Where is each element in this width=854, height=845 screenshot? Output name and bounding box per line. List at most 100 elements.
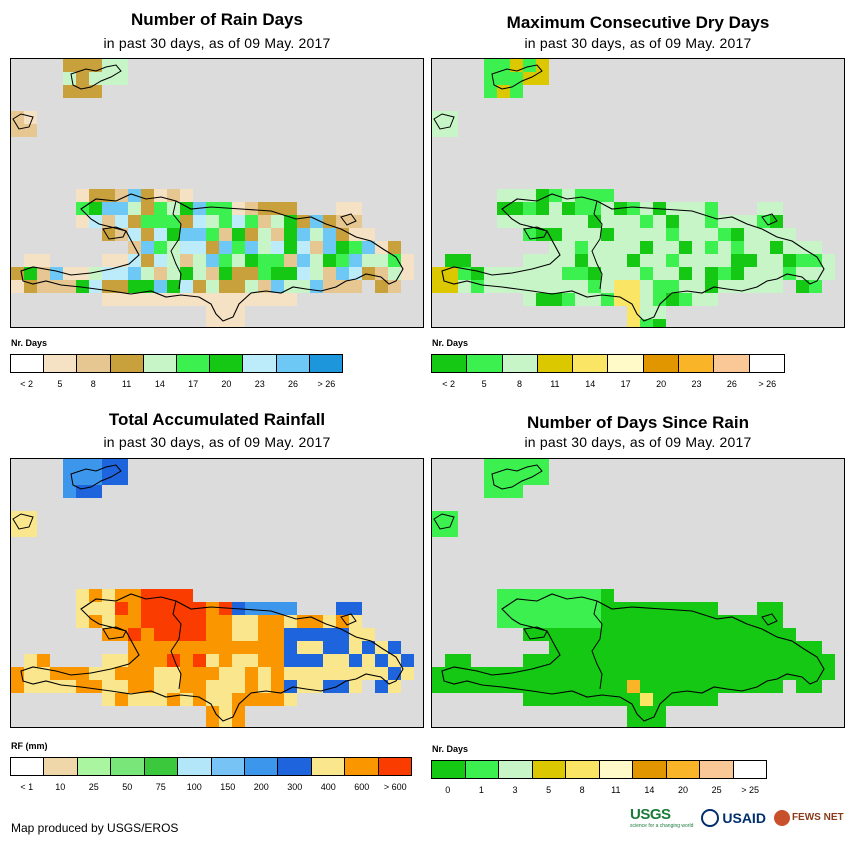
map-grid-cell <box>219 706 232 719</box>
map-grid-cell <box>575 280 588 293</box>
map-grid-cell <box>154 654 167 667</box>
map-grid-cell <box>154 589 167 602</box>
map-grid-cell <box>744 667 757 680</box>
map-grid-cell <box>744 615 757 628</box>
map-grid-cell <box>167 254 180 267</box>
map-grid-cell <box>167 654 180 667</box>
map-grid-cell <box>206 615 219 628</box>
map-grid-cell <box>679 293 692 306</box>
map-grid-cell <box>50 267 63 280</box>
map-grid-cell <box>627 267 640 280</box>
map-grid-cell <box>89 59 102 72</box>
map-grid-cell <box>401 667 414 680</box>
map-grid-cell <box>809 241 822 254</box>
map-grid-cell <box>432 511 445 524</box>
map-grid-cell <box>219 280 232 293</box>
map-grid-cell <box>180 589 193 602</box>
map-grid-cell <box>562 602 575 615</box>
map-grid-cell <box>141 654 154 667</box>
map-grid-cell <box>102 459 115 472</box>
map-grid-cell <box>102 59 115 72</box>
map-grid-cell <box>258 654 271 667</box>
map-grid-cell <box>76 72 89 85</box>
map-grid-cell <box>232 667 245 680</box>
map-grid-cell <box>640 267 653 280</box>
small-island-coastline <box>102 626 127 640</box>
map-grid-cell <box>180 254 193 267</box>
map-grid-cell <box>128 267 141 280</box>
map-grid-cell <box>206 241 219 254</box>
map-grid-cell <box>757 202 770 215</box>
map-grid-cell <box>206 693 219 706</box>
map-grid-cell <box>588 602 601 615</box>
map-grid-cell <box>24 667 37 680</box>
map-grid-cell <box>128 280 141 293</box>
map-grid-cell <box>219 667 232 680</box>
map-grid-cell <box>562 641 575 654</box>
map-grid-cell <box>258 693 271 706</box>
map-grid-cell <box>536 72 549 85</box>
map-grid-cell <box>115 693 128 706</box>
map-grid-cell <box>180 215 193 228</box>
map-grid-cell <box>388 667 401 680</box>
map-grid-cell <box>731 641 744 654</box>
map-grid-cell <box>336 215 349 228</box>
map-grid-cell <box>141 680 154 693</box>
map-grid-cell <box>258 215 271 228</box>
map-grid-cell <box>258 615 271 628</box>
map-grid-cell <box>445 511 458 524</box>
legend-swatch <box>749 355 784 372</box>
map-grid-cell <box>796 654 809 667</box>
map-grid-cell <box>692 267 705 280</box>
map-grid-cell <box>323 280 336 293</box>
map-grid-cell <box>666 680 679 693</box>
map-grid-cell <box>297 254 310 267</box>
map-grid-cell <box>575 589 588 602</box>
legend-swatch <box>537 355 574 372</box>
map-grid-cell <box>115 72 128 85</box>
map-grid-cell <box>783 654 796 667</box>
map-grid-cell <box>128 693 141 706</box>
map-grid-cell <box>445 111 458 124</box>
map-grid-cell <box>141 254 154 267</box>
map-grid-cell <box>141 189 154 202</box>
map-grid-cell <box>588 215 601 228</box>
map-grid-cell <box>627 319 640 327</box>
map-grid-cell <box>115 654 128 667</box>
map-grid-cell <box>245 280 258 293</box>
map-grid-cell <box>323 228 336 241</box>
map-grid-cell <box>167 189 180 202</box>
map-grid-cell <box>809 267 822 280</box>
map-grid-cell <box>297 654 310 667</box>
map-svg <box>11 459 414 727</box>
map-grid-cell <box>523 589 536 602</box>
map-grid-cell <box>89 459 102 472</box>
legend-swatch <box>465 761 499 778</box>
map-grid-cell <box>219 628 232 641</box>
legend-tick-label: 17 <box>620 379 631 389</box>
small-island-coastline <box>523 626 548 640</box>
map-grid-cell <box>206 719 219 727</box>
map-grid-cell <box>588 189 601 202</box>
map-grid-cell <box>115 59 128 72</box>
map-grid-cell <box>653 241 666 254</box>
map-grid-cell <box>588 202 601 215</box>
map-grid-cell <box>523 693 536 706</box>
map-grid-cell <box>627 215 640 228</box>
map-grid-cell <box>796 280 809 293</box>
map-days-since-rain <box>431 458 845 728</box>
map-grid-cell <box>24 654 37 667</box>
map-grid-cell <box>510 680 523 693</box>
map-grid-cell <box>141 602 154 615</box>
map-grid-cell <box>232 228 245 241</box>
map-grid-cell <box>219 693 232 706</box>
map-grid-cell <box>206 641 219 654</box>
map-grid-cell <box>640 693 653 706</box>
usaid-logo: USAID <box>701 808 766 827</box>
map-grid-cell <box>731 628 744 641</box>
map-grid-cell <box>89 202 102 215</box>
map-grid-cell <box>731 654 744 667</box>
legend-tick-label: < 2 <box>442 379 456 389</box>
map-grid-cell <box>653 628 666 641</box>
map-grid-cell <box>809 667 822 680</box>
